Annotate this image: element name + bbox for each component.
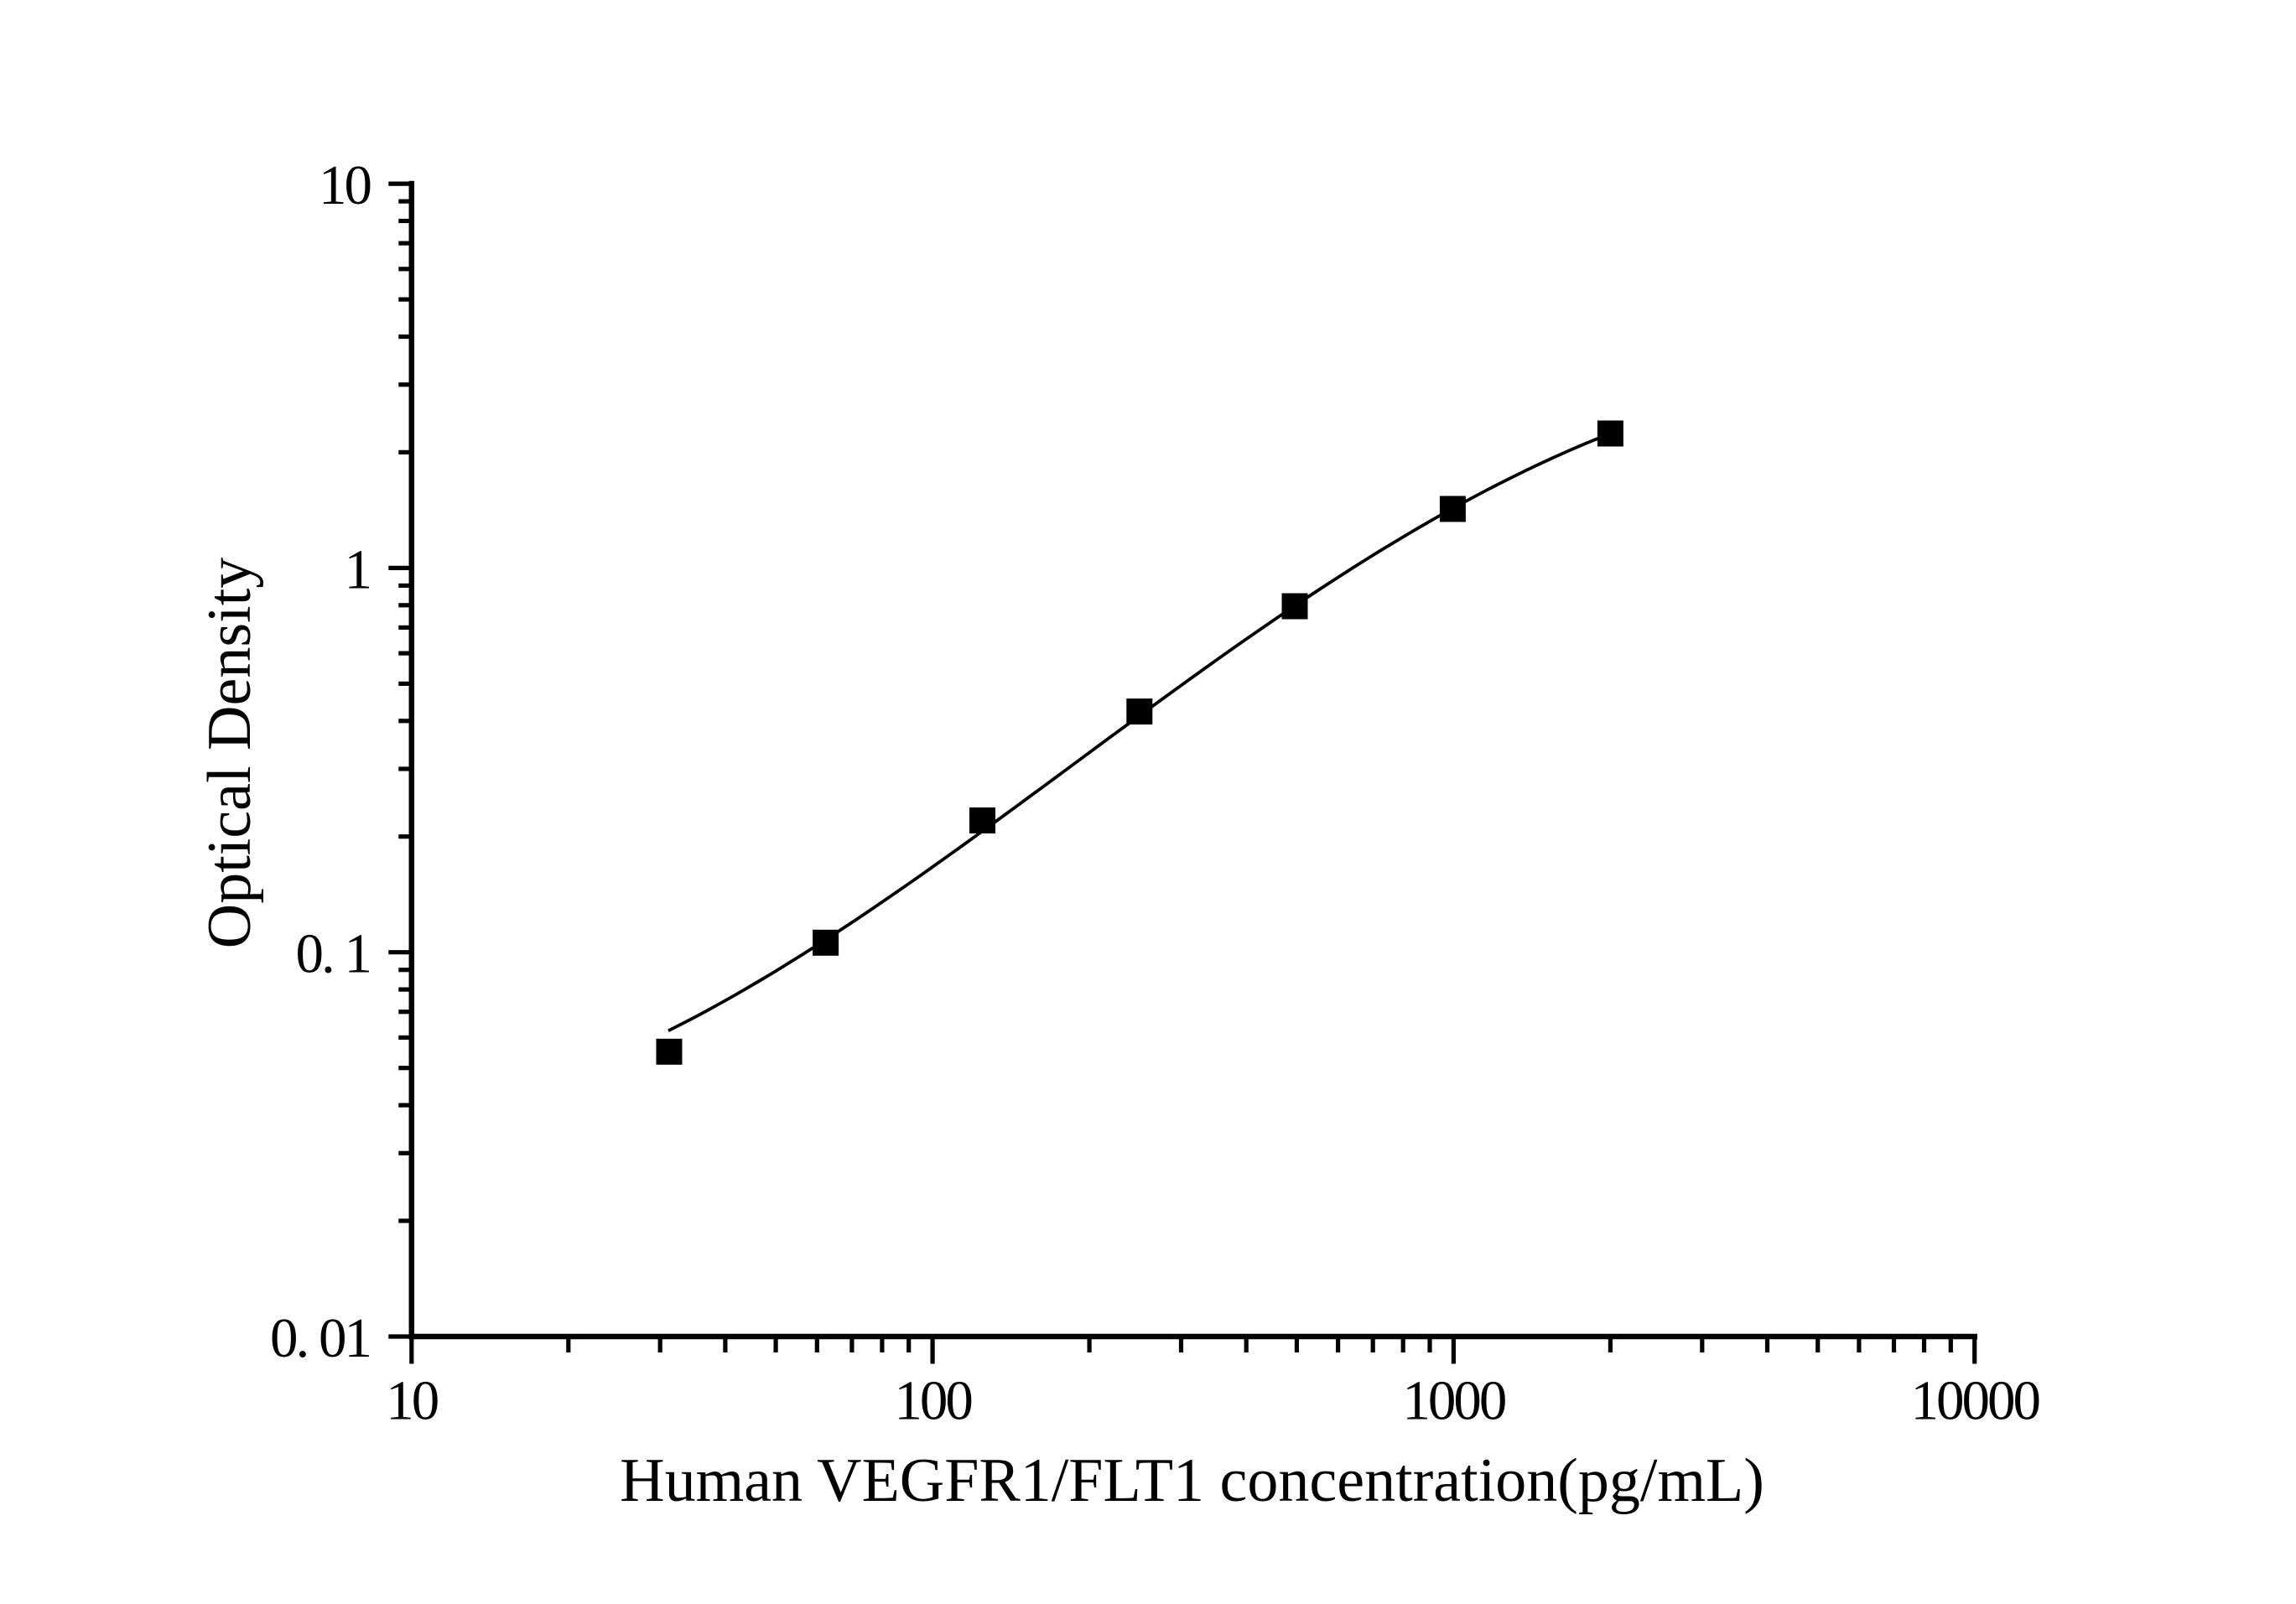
svg-text:10000: 10000 [1910,1370,2039,1432]
svg-text:100: 100 [894,1370,971,1432]
svg-text:0. 01: 0. 01 [270,1307,370,1369]
svg-text:Optical Density: Optical Density [195,558,264,949]
svg-text:1: 1 [345,538,371,600]
svg-text:Human VEGFR1/FLT1 concentratio: Human VEGFR1/FLT1 concentration(pg/mL) [620,1446,1764,1515]
svg-text:10: 10 [386,1370,438,1432]
svg-text:0. 1: 0. 1 [296,923,371,985]
svg-text:1000: 1000 [1402,1370,1505,1432]
svg-text:10: 10 [319,154,371,216]
